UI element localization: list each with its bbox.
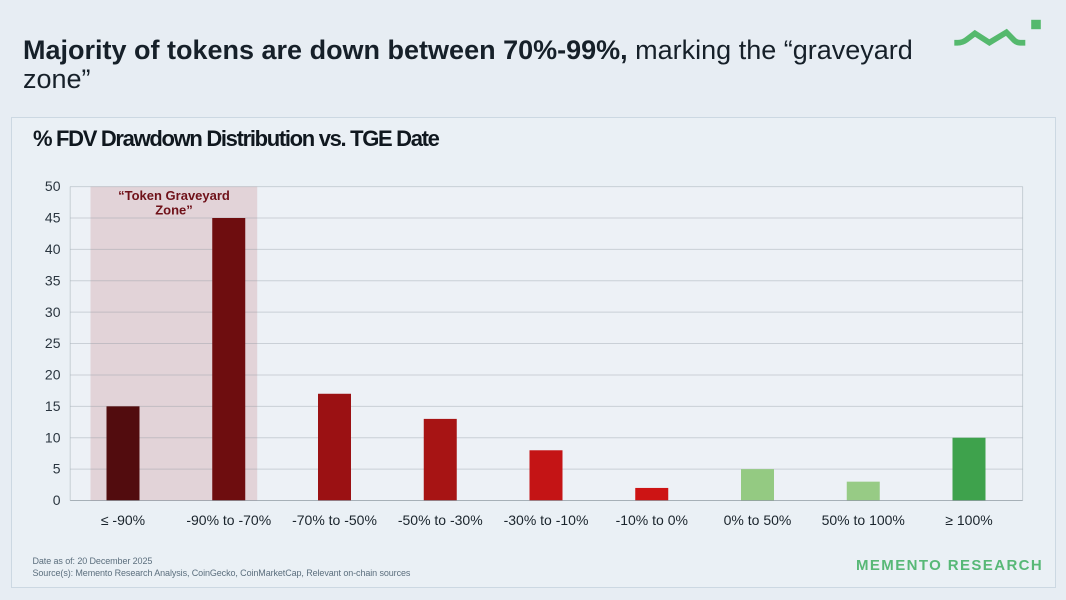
svg-text:50: 50 <box>45 178 61 194</box>
svg-text:35: 35 <box>45 272 61 288</box>
svg-text:5: 5 <box>53 461 61 477</box>
svg-text:Zone”: Zone” <box>155 203 193 218</box>
svg-text:≤ -90%: ≤ -90% <box>101 512 145 528</box>
svg-text:20: 20 <box>45 367 61 383</box>
svg-text:10: 10 <box>45 429 61 445</box>
svg-text:-70% to -50%: -70% to -50% <box>292 512 377 528</box>
svg-text:-50% to -30%: -50% to -30% <box>398 512 483 528</box>
svg-text:0: 0 <box>53 492 61 508</box>
svg-text:45: 45 <box>45 210 61 226</box>
svg-text:25: 25 <box>45 335 61 351</box>
svg-text:50% to 100%: 50% to 100% <box>822 512 905 528</box>
svg-text:-90% to -70%: -90% to -70% <box>186 512 271 528</box>
svg-text:40: 40 <box>45 241 61 257</box>
svg-text:“Token Graveyard: “Token Graveyard <box>118 188 230 203</box>
svg-text:30: 30 <box>45 304 61 320</box>
svg-text:≥ 100%: ≥ 100% <box>945 512 992 528</box>
svg-text:-10% to 0%: -10% to 0% <box>616 512 688 528</box>
svg-text:-30% to -10%: -30% to -10% <box>504 512 589 528</box>
svg-text:15: 15 <box>45 398 61 414</box>
svg-text:0% to 50%: 0% to 50% <box>724 512 792 528</box>
